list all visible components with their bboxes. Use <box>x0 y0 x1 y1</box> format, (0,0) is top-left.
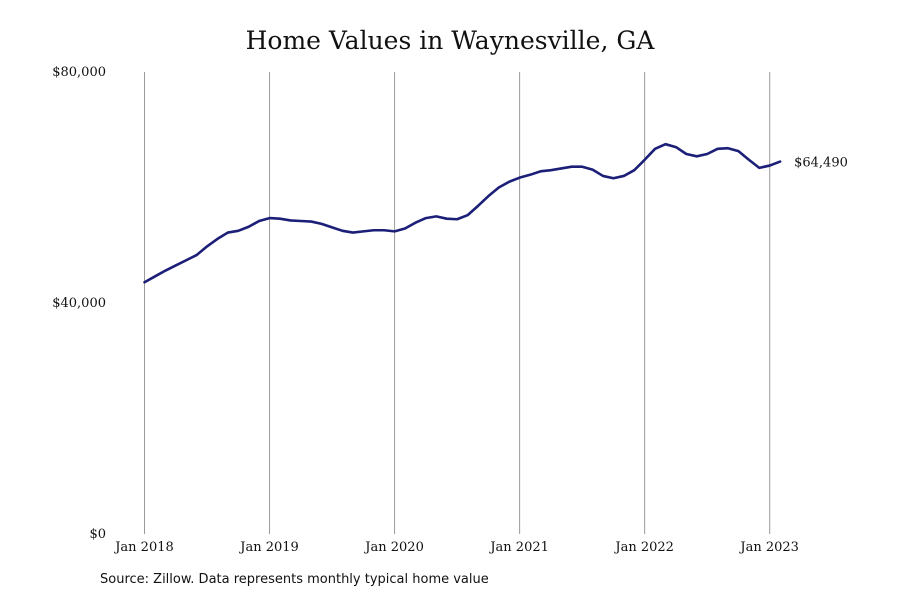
source-note: Source: Zillow. Data represents monthly … <box>100 572 489 587</box>
x-tick-label: Jan 2023 <box>738 540 799 555</box>
series-line <box>143 142 782 284</box>
last-value-label: $64,490 <box>794 156 848 171</box>
x-tick-label: Jan 2022 <box>613 540 674 555</box>
x-tick-label: Jan 2019 <box>238 540 299 555</box>
series-layer <box>143 142 782 284</box>
x-tick-label: Jan 2020 <box>363 540 424 555</box>
grid-layer <box>144 72 771 534</box>
x-tick-label: Jan 2018 <box>113 540 174 555</box>
y-tick-label: $0 <box>89 527 106 542</box>
y-tick-label: $80,000 <box>52 65 106 80</box>
chart-title: Home Values in Waynesville, GA <box>245 26 655 55</box>
y-tick-label: $40,000 <box>52 296 106 311</box>
x-axis-ticks: Jan 2018 Jan 2019 Jan 2020 Jan 2021 Jan 2022… <box>113 540 799 555</box>
annotation-layer: $64,490 <box>794 156 848 171</box>
x-tick-label: Jan 2021 <box>488 540 549 555</box>
y-axis-ticks: $0 $40,000 $80,000 <box>52 65 106 542</box>
